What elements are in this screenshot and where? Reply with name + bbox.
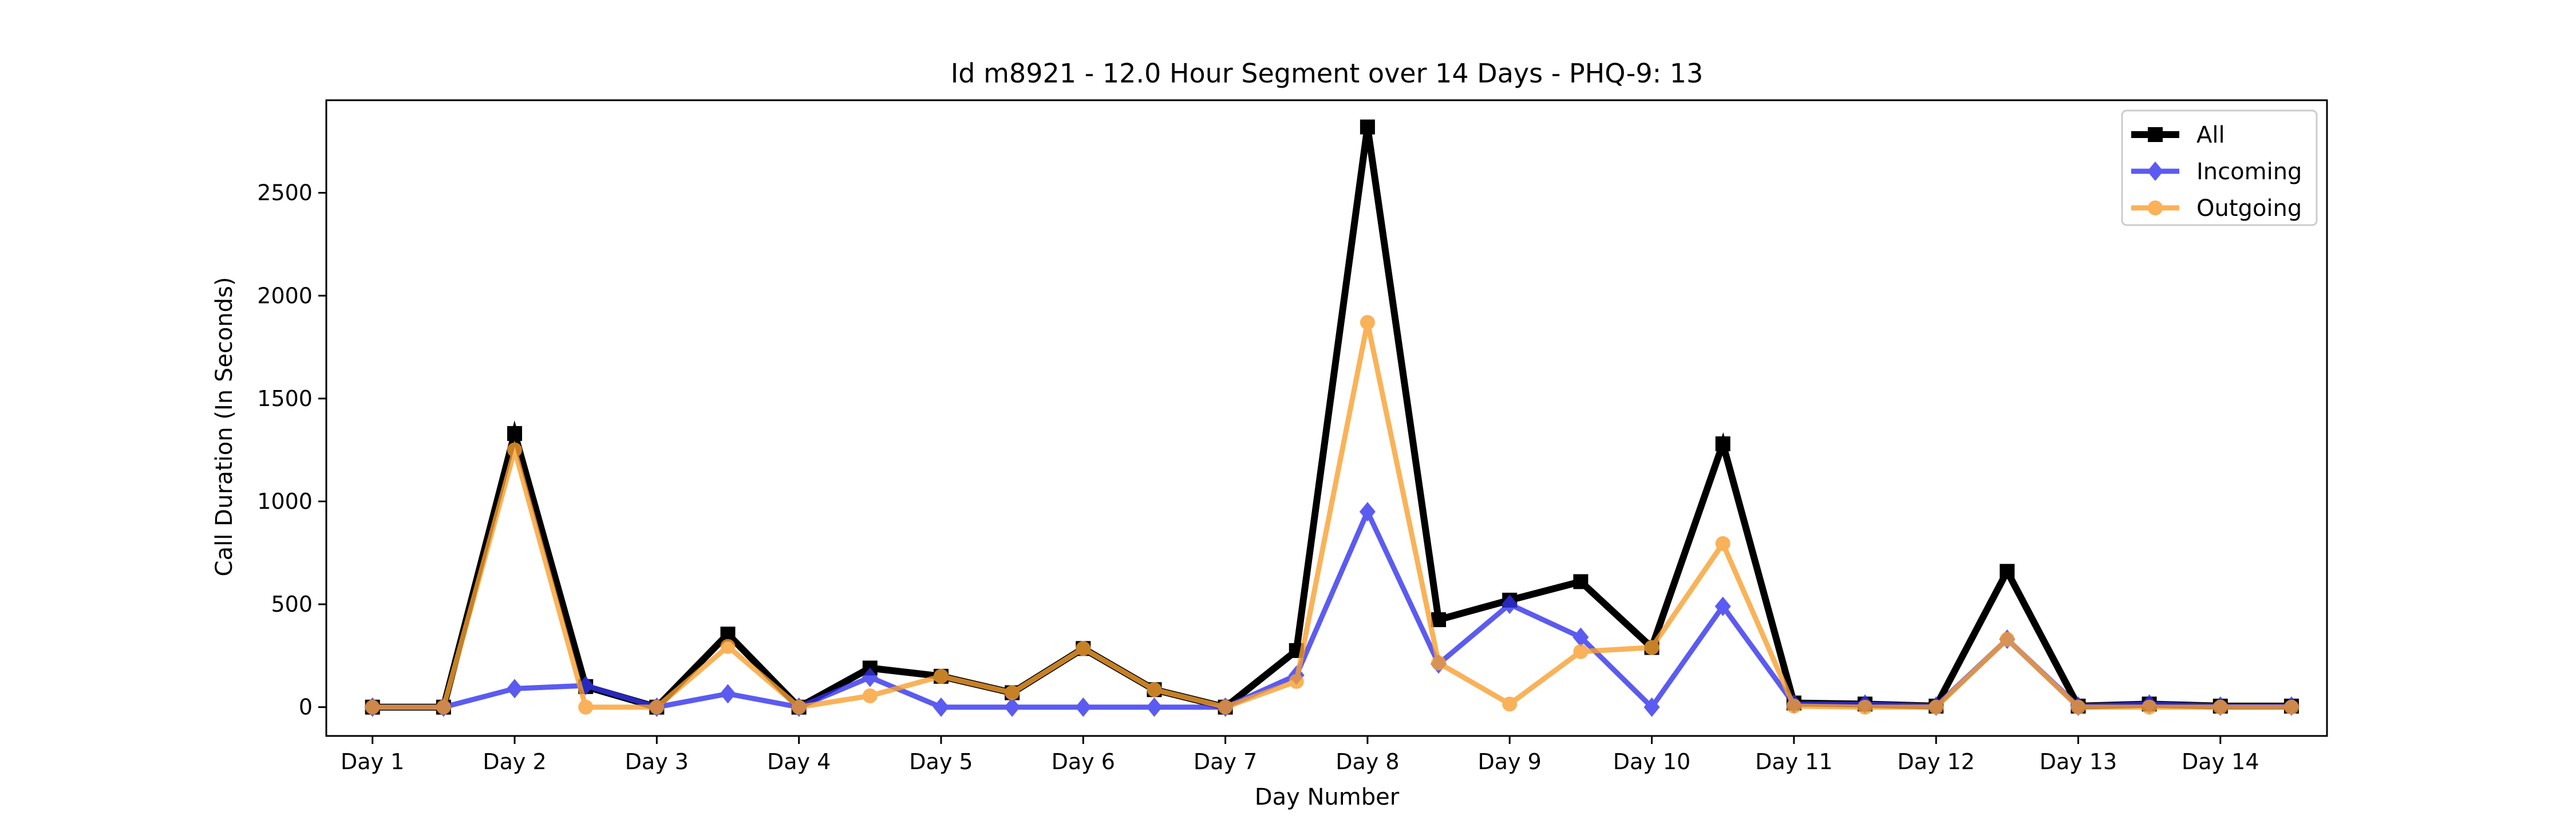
x-tick-label: Day 8 — [1336, 749, 1399, 774]
series-line — [372, 505, 2291, 711]
legend-label: All — [2196, 122, 2225, 148]
data-point — [862, 688, 878, 703]
data-point — [1715, 536, 1730, 552]
data-point — [1929, 699, 1944, 715]
x-tick-label: Day 2 — [483, 749, 546, 774]
y-tick-label: 1500 — [257, 386, 313, 411]
plot-frame — [325, 99, 2328, 737]
data-point — [1146, 697, 1163, 717]
y-tick-label: 2000 — [257, 283, 313, 308]
y-axis-label: Call Duration (In Seconds) — [211, 277, 238, 577]
data-point — [649, 699, 665, 715]
data-point — [1359, 502, 1376, 522]
data-point — [1714, 596, 1731, 616]
data-point — [507, 442, 523, 458]
legend-label: Incoming — [2196, 159, 2302, 185]
y-tick-label: 2500 — [257, 180, 313, 206]
data-point — [2000, 564, 2015, 579]
data-point — [1502, 696, 1518, 712]
data-point — [1857, 699, 1872, 715]
x-tick-label: Day 4 — [767, 749, 831, 774]
data-point — [1004, 697, 1021, 717]
legend-label: Outgoing — [2196, 195, 2302, 222]
x-tick-label: Day 11 — [1755, 749, 1832, 774]
data-point — [2000, 632, 2015, 647]
data-point — [365, 699, 380, 715]
legend: All Incoming Outgoing — [2121, 109, 2318, 226]
data-point — [1218, 699, 1233, 715]
data-point — [1360, 119, 1375, 135]
data-point — [1431, 655, 1447, 671]
data-point — [862, 667, 878, 687]
y-tick-label: 0 — [299, 695, 313, 720]
data-point — [2142, 699, 2157, 715]
data-point — [1360, 314, 1375, 330]
data-point — [507, 679, 523, 699]
x-tick-label: Day 6 — [1052, 749, 1115, 774]
legend-swatch-marker — [2148, 200, 2163, 215]
series-all — [365, 119, 2299, 715]
data-point — [1786, 698, 1801, 714]
data-point — [1643, 697, 1660, 717]
data-point — [933, 668, 949, 684]
data-point — [1573, 574, 1589, 589]
x-tick-label: Day 13 — [2040, 749, 2117, 774]
series-line — [372, 126, 2291, 712]
y-tick-label: 1000 — [257, 489, 313, 514]
data-point — [1573, 627, 1589, 647]
x-tick-label: Day 5 — [909, 749, 973, 774]
data-point — [436, 699, 451, 715]
data-point — [1005, 685, 1020, 700]
data-point — [1147, 682, 1162, 698]
data-point — [720, 684, 736, 704]
legend-swatch-marker — [2147, 162, 2163, 181]
plot-area: 0 500 1000 1500 2000 2500 Day 1 Day 2 Day 3 Day 4… — [257, 99, 2328, 774]
data-point — [933, 697, 949, 717]
data-point — [1076, 641, 1091, 656]
data-point — [2212, 699, 2228, 715]
legend-swatch-marker — [2148, 127, 2163, 142]
x-tick-label: Day 3 — [625, 749, 689, 774]
legend-box — [2121, 109, 2318, 226]
x-tick-label: Day 1 — [341, 749, 404, 774]
x-tick-label: Day 9 — [1478, 749, 1542, 774]
data-point — [2071, 699, 2086, 715]
data-point — [1573, 644, 1589, 659]
data-point — [2283, 699, 2299, 715]
x-axis-label: Day Number — [1255, 784, 1400, 810]
x-tick-label: Day 14 — [2182, 749, 2259, 774]
data-point — [578, 699, 594, 715]
data-point — [1075, 697, 1092, 717]
data-point — [1715, 436, 1730, 451]
series-outgoing — [365, 314, 2299, 715]
data-point — [507, 426, 523, 441]
x-tick-label: Day 12 — [1897, 749, 1974, 774]
data-point — [1289, 674, 1304, 689]
legend-entry — [2131, 127, 2179, 142]
legend-entry — [2131, 162, 2179, 181]
data-point — [720, 639, 736, 654]
x-tick-label: Day 10 — [1613, 749, 1690, 774]
data-point — [1502, 594, 1518, 615]
series-line — [372, 322, 2291, 710]
x-tick-label: Day 7 — [1194, 749, 1257, 774]
chart-title: Id m8921 - 12.0 Hour Segment over 14 Day… — [951, 58, 1704, 89]
data-point — [791, 699, 807, 715]
data-point — [1431, 612, 1447, 628]
series-incoming — [364, 502, 2300, 717]
legend-entry — [2131, 200, 2179, 215]
y-tick-label: 500 — [271, 592, 313, 617]
data-point — [1644, 640, 1660, 655]
